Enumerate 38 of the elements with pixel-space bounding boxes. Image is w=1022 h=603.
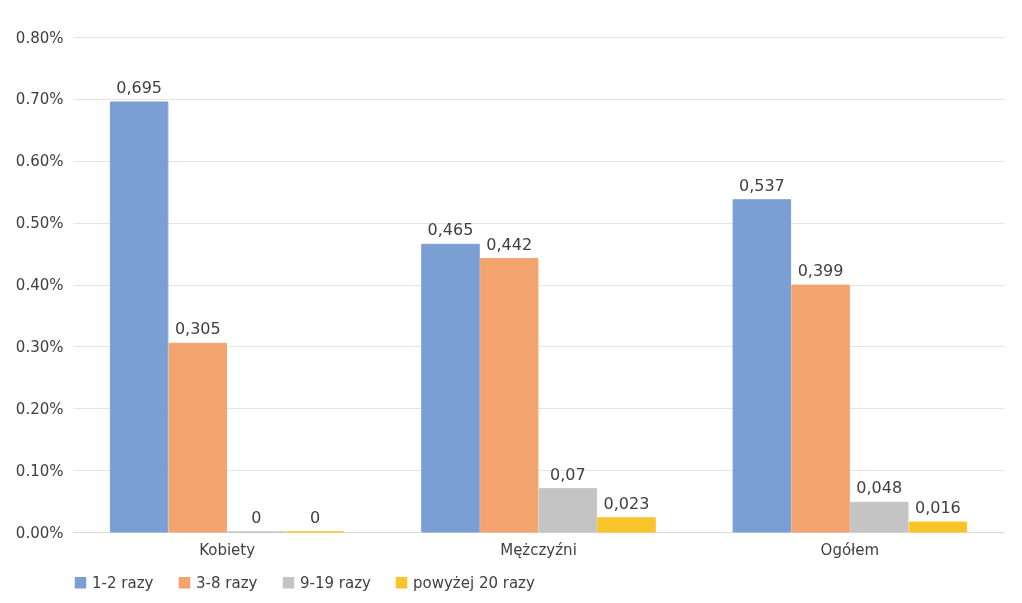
y-tick-label: 0.00% xyxy=(15,523,64,542)
data-label: 0,305 xyxy=(174,319,221,339)
x-tick-label: Kobiety xyxy=(199,540,256,559)
y-tick-label: 0.80% xyxy=(15,28,64,47)
bar xyxy=(168,342,228,533)
data-label: 0,465 xyxy=(427,220,474,240)
x-tick-label: Ogółem xyxy=(820,540,880,559)
data-label: 0,399 xyxy=(797,261,844,281)
bar xyxy=(109,101,169,533)
data-label: 0,023 xyxy=(603,493,650,513)
y-tick-label: 0.50% xyxy=(15,214,64,233)
bar xyxy=(791,284,850,533)
y-tick-label: 0.20% xyxy=(15,399,64,418)
bar xyxy=(479,258,539,533)
bar xyxy=(538,488,598,533)
data-label: 0,016 xyxy=(914,498,961,518)
bar xyxy=(732,199,792,533)
y-tick-label: 0.60% xyxy=(15,152,64,171)
legend-label: powyżej 20 razy xyxy=(413,573,535,592)
bar xyxy=(849,501,909,533)
bar xyxy=(597,517,656,533)
legend-label: 3-8 razy xyxy=(196,573,258,592)
data-label: 0,442 xyxy=(486,234,533,254)
data-label: 0 xyxy=(251,508,262,527)
y-tick-label: 0.10% xyxy=(15,461,64,480)
y-tick-label: 0.40% xyxy=(15,276,64,294)
bar xyxy=(908,521,968,533)
y-tick-label: 0.30% xyxy=(15,337,64,356)
bar xyxy=(421,243,480,533)
data-label: 0 xyxy=(310,508,321,527)
data-label: 0,048 xyxy=(856,478,903,498)
y-tick-label: 0.70% xyxy=(15,90,64,109)
legend-label: 1-2 razy xyxy=(92,573,154,592)
x-tick-label: Mężczyźni xyxy=(500,540,577,559)
data-label: 0,537 xyxy=(738,175,785,195)
data-label: 0,07 xyxy=(550,464,586,484)
legend-label: 9-19 razy xyxy=(300,573,372,592)
data-label: 0,695 xyxy=(116,77,163,97)
